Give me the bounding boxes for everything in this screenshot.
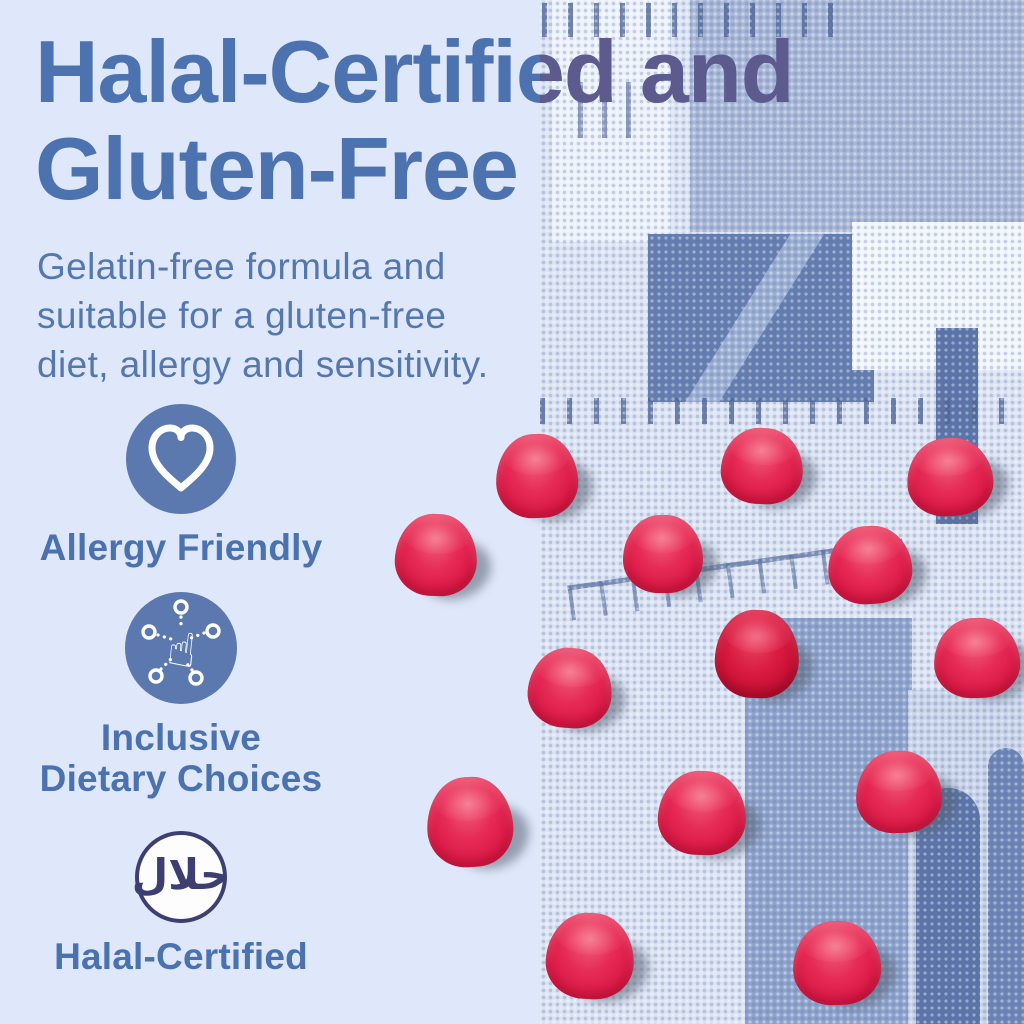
heart-icon: [126, 404, 236, 514]
gummy-candy-body: [623, 515, 703, 593]
halal-arabic-text: حلال: [131, 850, 231, 899]
page-title: Halal-Certified and Gluten-Free: [35, 22, 794, 218]
subtitle-line-3: diet, allergy and sensitivity.: [37, 344, 489, 385]
gummy-candy-body: [854, 749, 944, 835]
building-railing: [540, 398, 1024, 424]
hand-select-icon: ☝: [125, 592, 237, 704]
building-sky-area: [690, 0, 1024, 232]
feature-label-line-1: Inclusive: [100, 717, 262, 758]
subtitle: Gelatin-free formula and suitable for a …: [37, 242, 488, 389]
gummy-candy: [656, 769, 748, 857]
svg-text:☝: ☝: [165, 622, 199, 680]
gummy-candy: [826, 523, 914, 607]
gummy-candy: [713, 608, 801, 700]
feature-halal-certified: حلال Halal-Certified: [0, 831, 362, 977]
gummy-candy-body: [791, 919, 883, 1007]
gummy-candy: [791, 919, 883, 1007]
gummy-candy-body: [543, 910, 637, 1002]
subtitle-line-1: Gelatin-free formula and: [37, 246, 446, 287]
building-window-marks: [578, 82, 642, 138]
gummy-candy-body: [826, 523, 914, 607]
gummy-candy-body: [424, 774, 516, 870]
feature-label-inclusive-dietary-choices: Inclusive Dietary Choices: [0, 717, 362, 799]
gummy-candy: [393, 512, 479, 598]
gummy-candy: [543, 910, 637, 1002]
subtitle-line-2: suitable for a gluten-free: [37, 295, 447, 336]
building-shadow-wall: [648, 234, 874, 402]
gummy-candy-body: [393, 512, 479, 598]
title-line-2: Gluten-Free: [35, 119, 519, 218]
gummy-candy-body: [494, 432, 580, 520]
feature-allergy-friendly: Allergy Friendly: [0, 404, 362, 568]
gummy-candy: [719, 425, 805, 507]
gummy-candy-body: [719, 425, 805, 507]
gummy-candy-body: [932, 616, 1022, 700]
gummy-candy: [854, 749, 944, 835]
gummy-candy-body: [713, 608, 801, 700]
gummy-candy-body: [656, 769, 748, 857]
gummy-candy: [623, 515, 703, 593]
building-arch-window-2: [988, 748, 1024, 1024]
gummy-candy: [904, 435, 996, 519]
gummy-candy: [494, 432, 580, 520]
halal-arabic-icon: حلال: [132, 831, 230, 923]
gummy-candy-body: [525, 645, 615, 731]
gummy-candy: [424, 774, 516, 870]
gummy-candy: [525, 645, 615, 731]
title-line-1-overlay: Halal-Certified and: [35, 22, 794, 121]
feature-label-allergy-friendly: Allergy Friendly: [39, 527, 323, 568]
building-windows-row: [542, 3, 842, 37]
gummy-candy-body: [904, 435, 996, 519]
feature-label-halal-certified: Halal-Certified: [54, 936, 308, 977]
title-line-1: Halal-Certified and: [35, 22, 794, 121]
page-title-photo-overlay: Halal-Certified and Gluten-Free: [35, 22, 794, 217]
feature-label-line-2: Dietary Choices: [39, 758, 323, 799]
feature-inclusive-dietary-choices: ☝ Inclusive Dietary Choices: [0, 592, 362, 799]
gummy-candy: [932, 616, 1022, 700]
